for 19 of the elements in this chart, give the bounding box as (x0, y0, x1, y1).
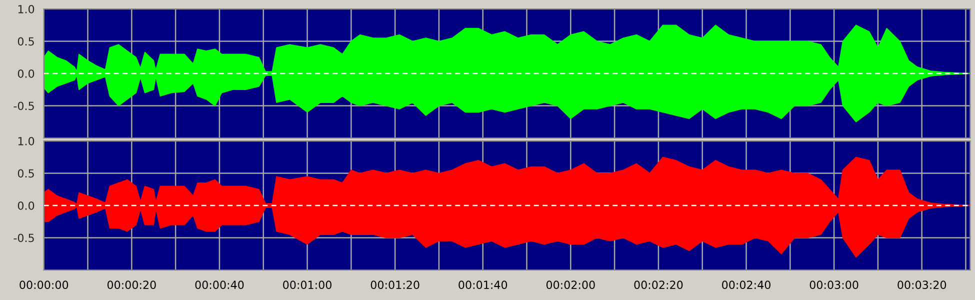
x-tick-label: 00:02:00 (546, 280, 595, 290)
x-tick-label: 00:01:00 (283, 280, 332, 290)
y-tick-label: -0.5 (14, 234, 34, 242)
y-tick-label: 1.0 (18, 136, 34, 146)
x-tick-label: 00:00:40 (195, 280, 244, 290)
x-tick-label: 00:01:40 (458, 280, 508, 290)
x-tick-label: 00:01:20 (370, 280, 420, 290)
x-tick-label: 00:03:20 (898, 280, 946, 290)
y-tick-label: 0.0 (18, 69, 34, 78)
x-tick-label: 00:02:20 (634, 280, 683, 290)
x-tick-label: 00:03:00 (810, 280, 858, 290)
y-tick-label: -0.5 (14, 102, 34, 110)
y-tick-label: 0.5 (18, 169, 34, 178)
y-tick-label: 1.0 (18, 4, 34, 14)
x-tick-label: 00:02:40 (722, 280, 770, 290)
y-tick-label: 0.0 (18, 201, 34, 210)
x-tick-label: 00:00:00 (20, 280, 68, 290)
x-tick-label: 00:00:20 (107, 280, 156, 290)
y-tick-label: 0.5 (18, 37, 34, 46)
